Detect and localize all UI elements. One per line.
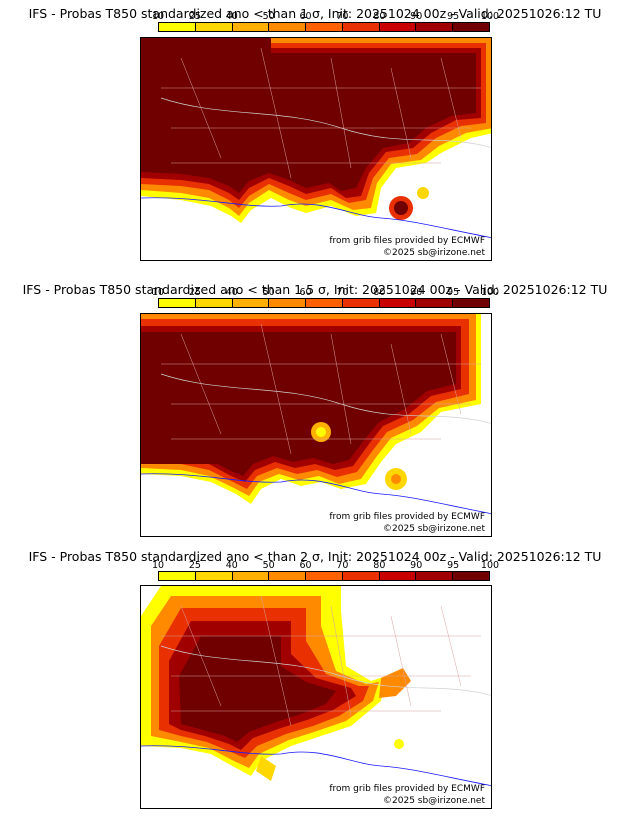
colorbar-segment — [342, 572, 380, 580]
panel-3-title: IFS - Probas T850 standardized ano < tha… — [28, 549, 602, 564]
colorbar-segment — [159, 23, 196, 31]
colorbar-segment — [379, 299, 417, 307]
colorbar-tick-label: 25 — [188, 287, 201, 298]
colorbar-segment — [342, 299, 380, 307]
panel-2: IFS - Probas T850 standardized ano < tha… — [0, 276, 630, 552]
colorbar-segment — [379, 23, 417, 31]
colorbar-segment — [306, 23, 343, 31]
colorbar-tick-label: 100 — [480, 11, 500, 22]
colorbar-tick-label: 60 — [299, 287, 312, 298]
credit-copyright: ©2025 sb@irizone.net — [383, 524, 485, 534]
colorbar-segment — [416, 299, 454, 307]
panel-1-title: IFS - Probas T850 standardized ano < tha… — [28, 6, 602, 21]
colorbar-tick-label: 80 — [373, 287, 386, 298]
colorbar-segment — [453, 299, 490, 307]
panel-2-title: IFS - Probas T850 standardized ano < tha… — [22, 282, 608, 297]
colorbar-segment — [159, 572, 196, 580]
colorbar-segment — [416, 23, 454, 31]
panel-1: IFS - Probas T850 standardized ano < tha… — [0, 0, 630, 276]
colorbar-tick-label: 40 — [225, 287, 238, 298]
colorbar-tick-label: 10 — [151, 560, 165, 571]
colorbar-tick-label: 70 — [336, 11, 349, 22]
colorbar-tick-label: 95 — [447, 287, 460, 298]
colorbar-tick-label: 25 — [188, 560, 201, 571]
colorbar-tick-label: 90 — [410, 287, 423, 298]
colorbar-tick-label: 40 — [225, 560, 238, 571]
colorbar-segment — [232, 23, 270, 31]
colorbar-segment — [416, 572, 454, 580]
colorbar-segment — [159, 299, 196, 307]
colorbar-segment — [232, 572, 270, 580]
colorbar-tick-label: 80 — [373, 560, 386, 571]
colorbar-tick-label: 80 — [373, 11, 386, 22]
colorbar-tick-label: 95 — [447, 560, 460, 571]
colorbar-segment — [195, 572, 233, 580]
colorbar-tick-label: 60 — [299, 560, 312, 571]
colorbar-tick-label: 50 — [262, 287, 275, 298]
colorbar-ticks: 10 25 40 50 60 70 80 90 95 100 — [152, 287, 499, 298]
colorbar-tick-label: 40 — [225, 11, 238, 22]
colorbar-tick-label: 60 — [299, 11, 312, 22]
credit-copyright: ©2025 sb@irizone.net — [383, 248, 485, 258]
colorbar-tick-label: 90 — [410, 11, 423, 22]
colorbar-tick-label: 95 — [447, 11, 460, 22]
colorbar — [158, 22, 490, 32]
map-panel-2: from grib files provided by ECMWF ©2025 … — [140, 313, 492, 537]
colorbar — [158, 571, 490, 581]
colorbar — [158, 298, 490, 308]
colorbar-tick-label: 50 — [262, 11, 275, 22]
colorbar-ticks: 10 25 40 50 60 70 80 90 95 100 — [152, 11, 499, 22]
colorbar-segment — [195, 299, 233, 307]
credit-source: from grib files provided by ECMWF — [329, 236, 485, 246]
colorbar-segment — [379, 572, 417, 580]
colorbar-tick-label: 10 — [151, 287, 165, 298]
credit-copyright: ©2025 sb@irizone.net — [383, 796, 485, 806]
colorbar-segment — [195, 23, 233, 31]
colorbar-segment — [269, 299, 307, 307]
colorbar-tick-label: 10 — [151, 11, 165, 22]
credit-source: from grib files provided by ECMWF — [329, 512, 485, 522]
colorbar-segment — [232, 299, 270, 307]
colorbar-segment — [453, 572, 490, 580]
colorbar-segment — [453, 23, 490, 31]
credit-source: from grib files provided by ECMWF — [329, 784, 485, 794]
map-panel-1: from grib files provided by ECMWF ©2025 … — [140, 37, 492, 261]
colorbar-segment — [306, 299, 343, 307]
colorbar-segment — [342, 23, 380, 31]
colorbar-tick-label: 100 — [480, 560, 500, 571]
panel-3: IFS - Probas T850 standardized ano < tha… — [0, 549, 630, 828]
colorbar-tick-label: 100 — [480, 287, 500, 298]
colorbar-tick-label: 70 — [336, 287, 349, 298]
colorbar-tick-label: 90 — [410, 560, 423, 571]
colorbar-tick-label: 70 — [336, 560, 349, 571]
colorbar-ticks: 10 25 40 50 60 70 80 90 95 100 — [152, 560, 499, 571]
colorbar-tick-label: 25 — [188, 11, 201, 22]
colorbar-segment — [306, 572, 343, 580]
colorbar-segment — [269, 23, 307, 31]
colorbar-segment — [269, 572, 307, 580]
colorbar-tick-label: 50 — [262, 560, 275, 571]
map-panel-3: from grib files provided by ECMWF ©2025 … — [140, 585, 492, 809]
